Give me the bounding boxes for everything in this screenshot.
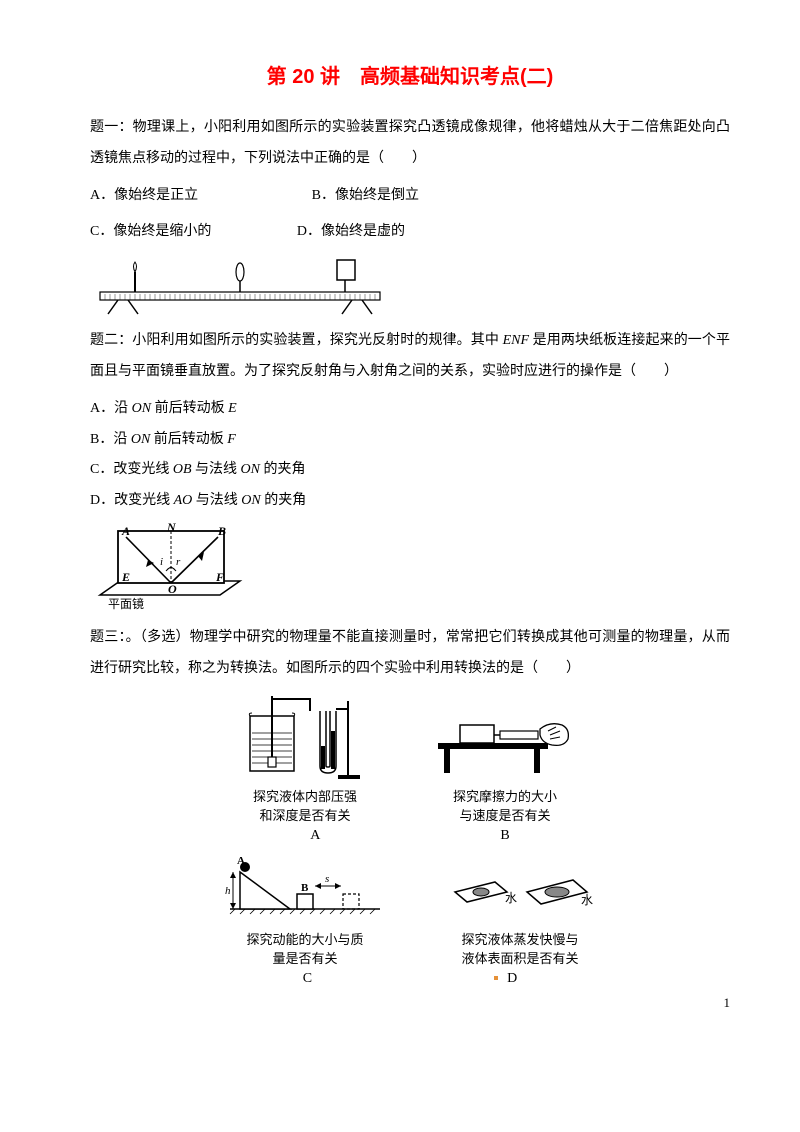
q1-opt-b: B．像始终是倒立: [312, 181, 419, 212]
q2-opt-a: A．沿 ON 前后转动板 E: [90, 394, 730, 425]
q1-figure-optical-bench: [90, 254, 730, 316]
q3-row2: A h B s 探究动能的大小与质 量是否有关: [90, 854, 730, 967]
q1-options-row2: C．像始终是缩小的 D．像始终是虚的: [90, 217, 730, 248]
q1-opt-c: C．像始终是缩小的: [90, 217, 211, 248]
q2-opt-c: C．改变光线 OB 与法线 ON 的夹角: [90, 455, 730, 486]
q2-stem-part1: 题二：小阳利用如图所示的实验装置，探究光反射时的规律。其中: [90, 333, 503, 348]
q1-opt-a: A．像始终是正立: [90, 181, 198, 212]
q1-opt-d: D．像始终是虚的: [297, 217, 405, 248]
q3-cap-d2: 液体表面积是否有关: [445, 948, 595, 967]
page-title: 第 20 讲 高频基础知识考点(二): [90, 60, 730, 89]
svg-text:水: 水: [581, 893, 593, 907]
svg-text:s: s: [325, 873, 329, 885]
q3-labels-row2: C D: [90, 971, 730, 987]
label-B: B: [217, 524, 226, 538]
svg-text:h: h: [225, 885, 231, 897]
q3-fig-b: 探究摩擦力的大小 与速度是否有关: [430, 691, 580, 824]
q3-label-d: D: [492, 971, 517, 987]
q3-fig-d: 水 水 探究液体蒸发快慢与 液体表面积是否有关: [445, 854, 595, 967]
q3-cap-a1: 探究液体内部压强: [240, 786, 370, 805]
label-E: E: [121, 570, 130, 584]
label-F: F: [215, 570, 224, 584]
q3-cap-c1: 探究动能的大小与质: [225, 929, 385, 948]
q3-stem: 题三：。（多选）物理学中研究的物理量不能直接测量时，常常把它们转换成其他可测量的…: [90, 623, 730, 685]
q2-opt-d: D．改变光线 AO 与法线 ON 的夹角: [90, 486, 730, 517]
mirror-label: 平面镜: [108, 596, 144, 611]
page-number: 1: [724, 995, 731, 1011]
svg-text:A: A: [237, 855, 245, 867]
label-i: i: [160, 556, 163, 568]
svg-text:水: 水: [505, 891, 517, 905]
q3-fig-a: 探究液体内部压强 和深度是否有关: [240, 691, 370, 824]
q3-label-b: B: [500, 828, 509, 844]
label-A: A: [121, 524, 130, 538]
q3-row1: 探究液体内部压强 和深度是否有关 探究摩擦力的大小 与速度是否有: [90, 691, 730, 824]
q2-opt-b: B．沿 ON 前后转动板 F: [90, 425, 730, 456]
label-N: N: [166, 523, 177, 534]
q1-options-row1: A．像始终是正立 B．像始终是倒立: [90, 181, 730, 212]
q3-fig-c: A h B s 探究动能的大小与质 量是否有关: [225, 854, 385, 967]
q2-figure-reflection: A B N E F O i r 平面镜: [90, 523, 730, 613]
q3-label-a: A: [310, 828, 320, 844]
q3-cap-a2: 和深度是否有关: [240, 805, 370, 824]
q3-cap-b1: 探究摩擦力的大小: [430, 786, 580, 805]
svg-text:B: B: [301, 882, 309, 894]
orange-dot-icon: [494, 976, 498, 980]
label-O: O: [168, 582, 177, 596]
q3-labels-row1: A B: [90, 828, 730, 844]
q3-cap-b2: 与速度是否有关: [430, 805, 580, 824]
q3-cap-c2: 量是否有关: [225, 948, 385, 967]
label-r: r: [176, 556, 181, 568]
q3-label-c: C: [303, 971, 312, 987]
q2-stem: 题二：小阳利用如图所示的实验装置，探究光反射时的规律。其中 ENF 是用两块纸板…: [90, 326, 730, 388]
q2-enf: ENF: [503, 333, 529, 348]
q3-cap-d1: 探究液体蒸发快慢与: [445, 929, 595, 948]
q1-stem: 题一：物理课上，小阳利用如图所示的实验装置探究凸透镜成像规律，他将蜡烛从大于二倍…: [90, 113, 730, 175]
